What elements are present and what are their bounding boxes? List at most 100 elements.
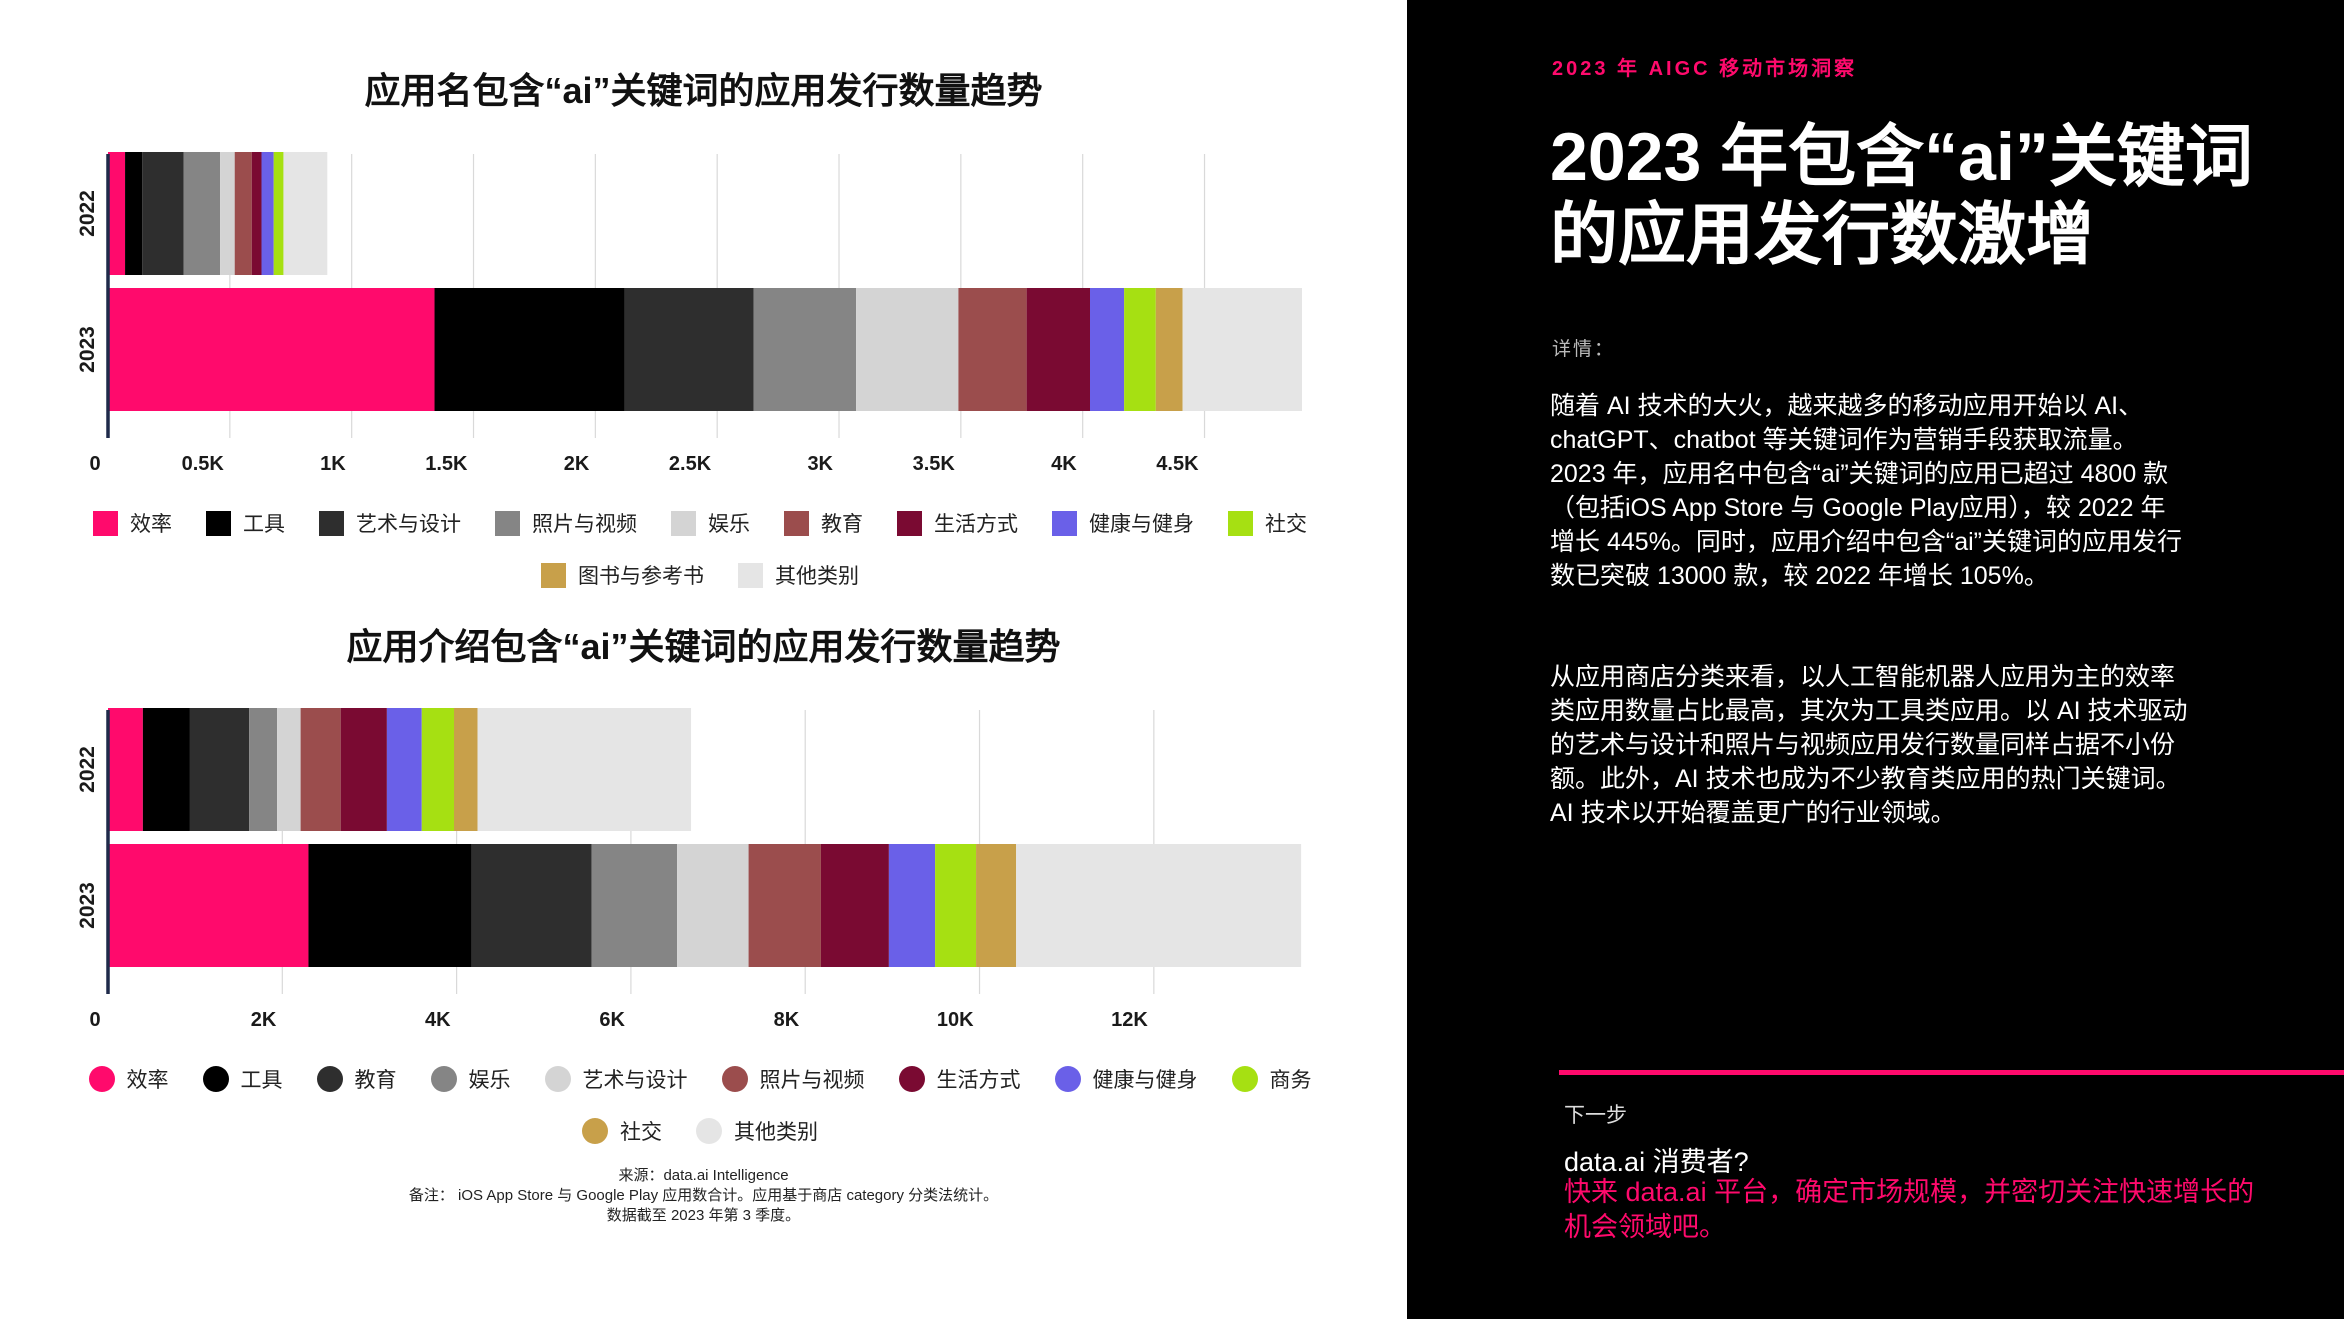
legend-item: 健康与健身 xyxy=(1054,1064,1198,1094)
x-tick-label: 4K xyxy=(425,1009,451,1031)
legend-label: 教育 xyxy=(821,513,863,536)
bar-segment xyxy=(108,708,143,831)
legend-item: 社交 xyxy=(582,1116,662,1146)
legend-label: 社交 xyxy=(1265,513,1307,536)
legend-item: 效率 xyxy=(93,508,172,538)
legend-swatch xyxy=(1231,1066,1258,1092)
legend-label: 商务 xyxy=(1269,1069,1312,1092)
legend-swatch xyxy=(1054,1066,1081,1092)
legend-label: 图书与参考书 xyxy=(578,565,704,588)
chart2-svg: 2022 2023 0 2K 4K 6K 8K 10K 12K xyxy=(76,708,1302,1031)
legend-label: 效率 xyxy=(126,1069,169,1092)
category-label: 2023 xyxy=(76,326,99,373)
legend-item: 效率 xyxy=(88,1064,169,1094)
next-step-label: 下一步 xyxy=(1564,1104,1627,1127)
legend-label: 其他类别 xyxy=(775,565,859,588)
legend-swatch xyxy=(1228,510,1253,536)
legend-swatch xyxy=(582,1118,608,1144)
legend-swatch xyxy=(721,1066,748,1092)
x-tick-label: 4.5K xyxy=(1156,453,1199,475)
legend-swatch xyxy=(319,510,344,536)
legend-label: 娱乐 xyxy=(468,1069,511,1092)
bar-segment xyxy=(935,844,977,967)
detail-label: 详情： xyxy=(1552,339,1616,360)
chart-panel: 应用名包含“ai”关键词的应用发行数量趋势 2022 2023 0 0.5K 1K 1.5… xyxy=(0,70,1407,1226)
legend-item: 教育 xyxy=(316,1064,397,1094)
cta-link[interactable]: 快来 data.ai 平台，确定市场规模，并密切关注快速增长的机会领域吧。 xyxy=(1564,1177,2255,1242)
chart-notes: 来源：data.ai Intelligence 备注： iOS App Stor… xyxy=(0,1166,1407,1226)
legend-label: 艺术与设计 xyxy=(582,1069,688,1092)
legend-swatch xyxy=(88,1066,115,1092)
legend-item: 工具 xyxy=(202,1064,283,1094)
bar-segment xyxy=(1026,288,1091,411)
bar-segment xyxy=(958,288,1027,411)
x-tick-label: 0 xyxy=(89,453,100,475)
cta-question: data.ai 消费者? xyxy=(1564,1147,1749,1177)
bar-segment xyxy=(471,844,592,967)
bar-segment xyxy=(624,288,754,411)
legend-label: 生活方式 xyxy=(934,513,1018,536)
legend-label: 效率 xyxy=(130,513,172,536)
legend-label: 照片与视频 xyxy=(759,1069,865,1092)
bar-segment xyxy=(976,844,1017,967)
x-tick-label: 4K xyxy=(1051,453,1077,475)
legend-swatch xyxy=(696,1118,722,1144)
bar-segment xyxy=(477,708,692,831)
bar-segment xyxy=(189,708,250,831)
legend-label: 生活方式 xyxy=(936,1069,1021,1092)
bar-segment xyxy=(1016,844,1302,967)
legend-swatch xyxy=(206,510,231,536)
bar-segment xyxy=(183,152,221,275)
bar-segment xyxy=(1090,288,1125,411)
chart1-svg: 2022 2023 0 0.5K 1K 1.5K 2K 2.5K 3K 3.5K 4K 4.5K xyxy=(76,152,1302,475)
legend-swatch xyxy=(898,1066,925,1092)
chart2-legend: 效率 工具 教育 娱乐 艺术与设计 照片与视频 生活方式 健康与健身 商务社交 其他类别 xyxy=(60,1064,1340,1146)
chart1-title: 应用名包含“ai”关键词的应用发行数量趋势 xyxy=(364,70,1043,111)
bar-segment xyxy=(1182,288,1302,411)
legend-label: 其他类别 xyxy=(734,1121,818,1144)
bar-segment xyxy=(856,288,959,411)
bar-segment xyxy=(249,708,278,831)
bar-segment xyxy=(220,152,235,275)
bar-segment xyxy=(753,288,857,411)
legend-label: 照片与视频 xyxy=(532,513,637,536)
paragraph-categories: 从应用商店分类来看，以人工智能机器人应用为主的效率类应用数量占比最高，其次为工具… xyxy=(1550,663,2188,827)
legend-item: 其他类别 xyxy=(738,560,859,590)
bar-segment xyxy=(273,152,284,275)
bar-segment xyxy=(1124,288,1156,411)
bar-segment xyxy=(108,844,309,967)
bar-segment xyxy=(308,844,472,967)
legend-swatch xyxy=(1052,510,1077,536)
insight-panel: 2023 年 AIGC 移动市场洞察 2023 年包含“ai”关键词的应用发行数… xyxy=(1407,0,2344,1319)
bar-segment xyxy=(283,152,328,275)
legend-item: 生活方式 xyxy=(898,1064,1021,1094)
bar-segment xyxy=(591,844,678,967)
bar-segment xyxy=(108,152,126,275)
bar-segment xyxy=(108,288,435,411)
x-tick-label: 2K xyxy=(251,1009,277,1031)
remark-note: 备注： iOS App Store 与 Google Play 应用数合计。应用… xyxy=(408,1187,999,1204)
bar-segment xyxy=(453,708,478,831)
legend-swatch xyxy=(897,510,922,536)
bar-segment xyxy=(677,844,749,967)
bar-segment xyxy=(421,708,454,831)
legend-item: 娱乐 xyxy=(430,1064,511,1094)
bar-segment xyxy=(261,152,274,275)
x-tick-label: 1K xyxy=(320,453,346,475)
bar-segment xyxy=(748,844,821,967)
legend-swatch xyxy=(93,510,118,536)
bar-segment xyxy=(386,708,422,831)
bar-segment xyxy=(125,152,143,275)
legend-swatch xyxy=(202,1066,229,1092)
legend-swatch xyxy=(544,1066,571,1092)
chart1-legend: 效率 工具 艺术与设计 照片与视频 娱乐 教育 生活方式 健康与健身 社交 图书与参考书 其他类别 xyxy=(60,508,1340,590)
legend-swatch xyxy=(541,562,566,588)
legend-item: 艺术与设计 xyxy=(319,508,461,538)
category-label: 2023 xyxy=(76,882,99,929)
x-tick-label: 12K xyxy=(1111,1009,1148,1031)
legend-item: 健康与健身 xyxy=(1052,508,1194,538)
x-tick-label: 10K xyxy=(937,1009,974,1031)
x-tick-label: 2K xyxy=(564,453,590,475)
bar-segment xyxy=(142,152,184,275)
legend-label: 社交 xyxy=(620,1121,662,1144)
